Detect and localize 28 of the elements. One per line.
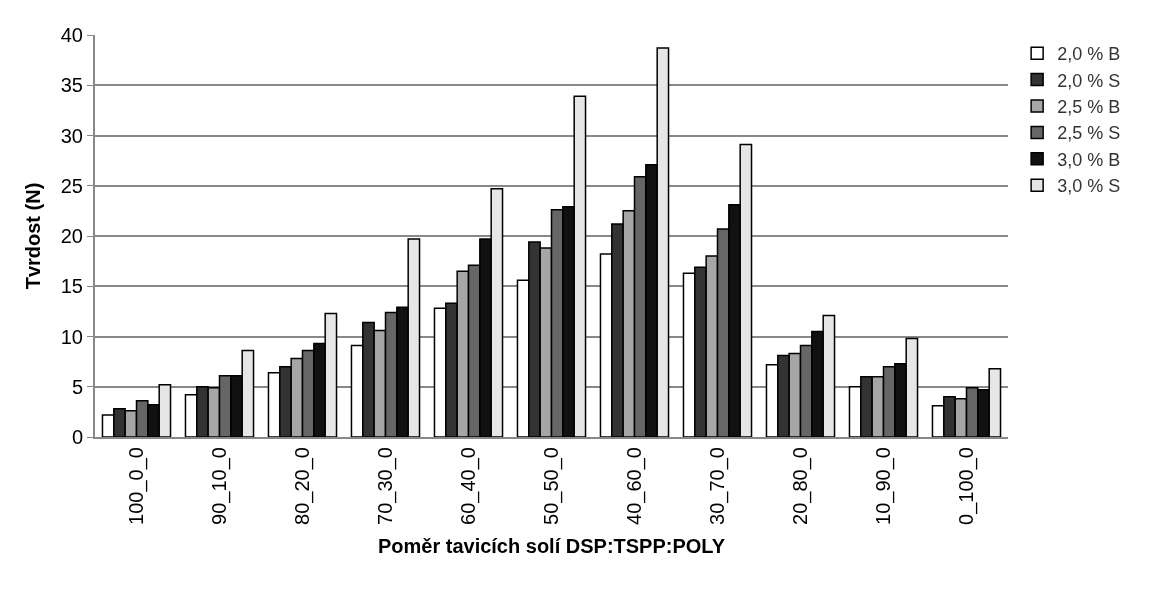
y-tick-label: 15 bbox=[60, 275, 83, 298]
x-tick-label: 60_40_0 bbox=[457, 447, 480, 525]
x-tick-label: 0_100_0 bbox=[955, 447, 978, 525]
x-tick-label: 100_0_0 bbox=[125, 447, 148, 525]
y-tick-label: 40 bbox=[60, 24, 83, 46]
legend-label: 3,0 % B bbox=[1057, 149, 1121, 170]
legend-label: 2,0 % B bbox=[1057, 44, 1121, 65]
legend-label: 2,5 % S bbox=[1057, 123, 1121, 144]
y-tick-label: 35 bbox=[60, 74, 83, 97]
x-tick-label: 70_30_0 bbox=[374, 447, 397, 525]
y-tick-label: 5 bbox=[71, 375, 83, 398]
x-tick-label: 80_20_0 bbox=[291, 447, 314, 525]
x-tick-label: 50_50_0 bbox=[540, 447, 563, 525]
y-axis-title: Tvrdost (N) bbox=[21, 182, 44, 290]
y-tick-label: 30 bbox=[60, 124, 83, 147]
x-tick-label: 20_80_0 bbox=[789, 447, 812, 525]
legend-label: 2,0 % S bbox=[1057, 70, 1121, 91]
y-tick-label: 25 bbox=[60, 174, 83, 197]
y-tick-label: 0 bbox=[71, 426, 83, 448]
legend-label: 3,0 % S bbox=[1057, 176, 1121, 197]
y-tick-label: 20 bbox=[60, 225, 83, 247]
legend-label: 2,5 % B bbox=[1057, 97, 1121, 118]
x-tick-label: 90_10_0 bbox=[208, 447, 231, 525]
x-tick-label: 40_60_0 bbox=[623, 447, 646, 525]
x-tick-label: 10_90_0 bbox=[872, 447, 895, 525]
x-axis-title: Poměr tavicích solí DSP:TSPP:POLY bbox=[377, 534, 726, 557]
y-tick-label: 10 bbox=[60, 325, 83, 348]
x-tick-label: 30_70_0 bbox=[706, 447, 729, 525]
